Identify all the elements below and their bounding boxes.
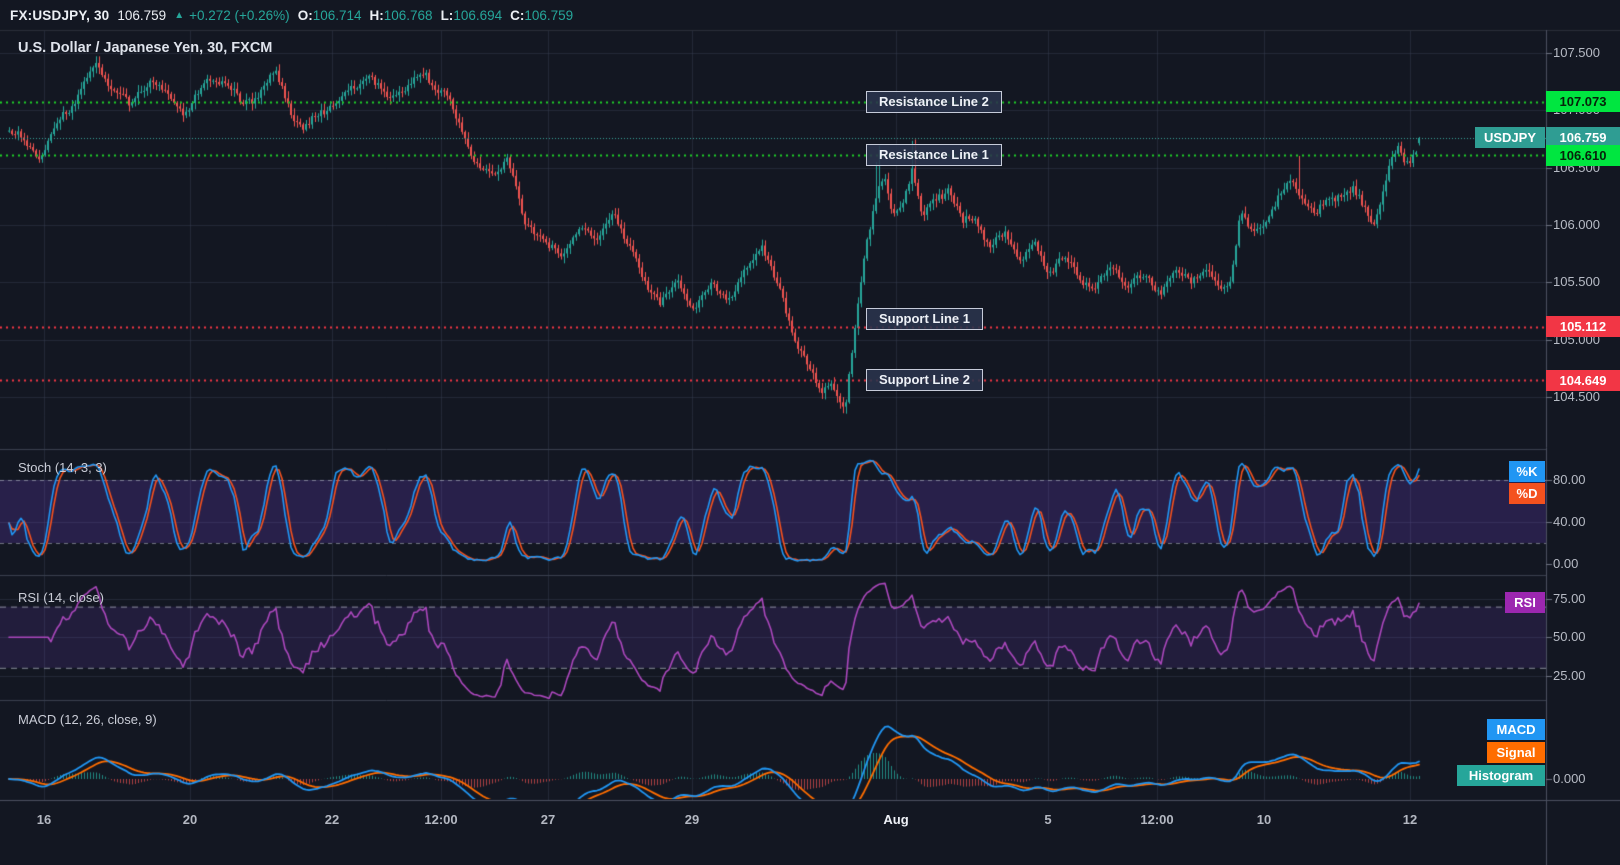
open-number: 106.714 [312,7,362,23]
time-tick-20: 20 [182,812,198,827]
low-number: 106.694 [453,7,503,23]
stoch-tick-80: 80.00 [1553,472,1586,487]
price-tick-106000: 106.000 [1553,217,1600,233]
close-number: 106.759 [524,7,574,23]
price-change: +0.272 (+0.26%) [189,7,290,23]
time-tick-1200a: 12:00 [424,812,458,827]
rsi-tick-25: 25.00 [1553,667,1586,683]
close-label: C: [510,7,525,23]
support-1-price-badge: 105.112 [1546,316,1620,338]
rsi-tick-75: 75.00 [1553,591,1586,606]
time-tick-12: 12 [1402,812,1418,827]
time-tick-16: 16 [36,812,52,827]
resistance-line-2-label[interactable]: Resistance Line 2 [866,90,1002,113]
current-price-badge: 106.759 [1546,127,1620,149]
stoch-tick-40: 40.00 [1553,514,1586,529]
histogram-badge: Histogram [1457,765,1545,786]
close-value: C:106.759 [510,8,573,23]
rsi-badge: RSI [1505,592,1545,613]
chart-title: U.S. Dollar / Japanese Yen, 30, FXCM [18,40,273,56]
low-value: L:106.694 [441,8,503,23]
rsi-indicator-title[interactable]: RSI (14, close) [18,590,104,605]
stoch-tick-0: 0.00 [1553,556,1579,571]
high-label: H: [369,7,384,23]
open-label: O: [297,7,313,23]
macd-badge: MACD [1487,719,1545,740]
macd-indicator-title[interactable]: MACD (12, 26, close, 9) [18,712,157,727]
macd-tick-0: 0.000 [1553,771,1586,786]
last-price: 106.759 [117,7,167,23]
time-tick-22: 22 [324,812,340,827]
time-tick-27: 27 [540,812,556,827]
up-triangle-icon: ▲ [174,9,185,21]
time-tick-29: 29 [684,812,700,827]
support-line-2-label[interactable]: Support Line 2 [866,369,983,391]
support-2-price-badge: 104.649 [1546,369,1620,391]
time-tick-aug: Aug [883,812,909,827]
stoch-k-badge: %K [1509,461,1545,482]
symbol-ohlc-bar: FX:USDJPY, 30 106.759 ▲ +0.272 (+0.26%) … [0,0,1620,30]
price-tick-104500: 104.500 [1553,389,1600,405]
resistance-2-price-badge: 107.073 [1546,91,1620,113]
low-label: L: [440,7,454,23]
rsi-tick-50: 50.00 [1553,629,1586,645]
high-value: H:106.768 [370,8,433,23]
signal-badge: Signal [1487,742,1545,763]
stoch-d-badge: %D [1509,483,1545,504]
high-number: 106.768 [383,7,433,23]
resistance-line-1-label[interactable]: Resistance Line 1 [866,144,1002,167]
symbol-interval-label[interactable]: FX:USDJPY, 30 [10,7,110,23]
open-value: O:106.714 [298,8,362,23]
stoch-indicator-title[interactable]: Stoch (14, 3, 3) [18,460,107,475]
price-tick-105500: 105.500 [1553,274,1600,290]
time-tick-1200b: 12:00 [1140,812,1174,827]
usdjpy-price-line-badge: USDJPY [1475,127,1545,149]
support-line-1-label[interactable]: Support Line 1 [866,307,983,330]
price-tick-107500: 107.500 [1553,45,1600,60]
time-tick-10: 10 [1256,812,1272,827]
time-axis[interactable] [0,800,1546,865]
time-tick-5: 5 [1044,812,1052,827]
resistance-1-price-badge: 106.610 [1546,144,1620,166]
